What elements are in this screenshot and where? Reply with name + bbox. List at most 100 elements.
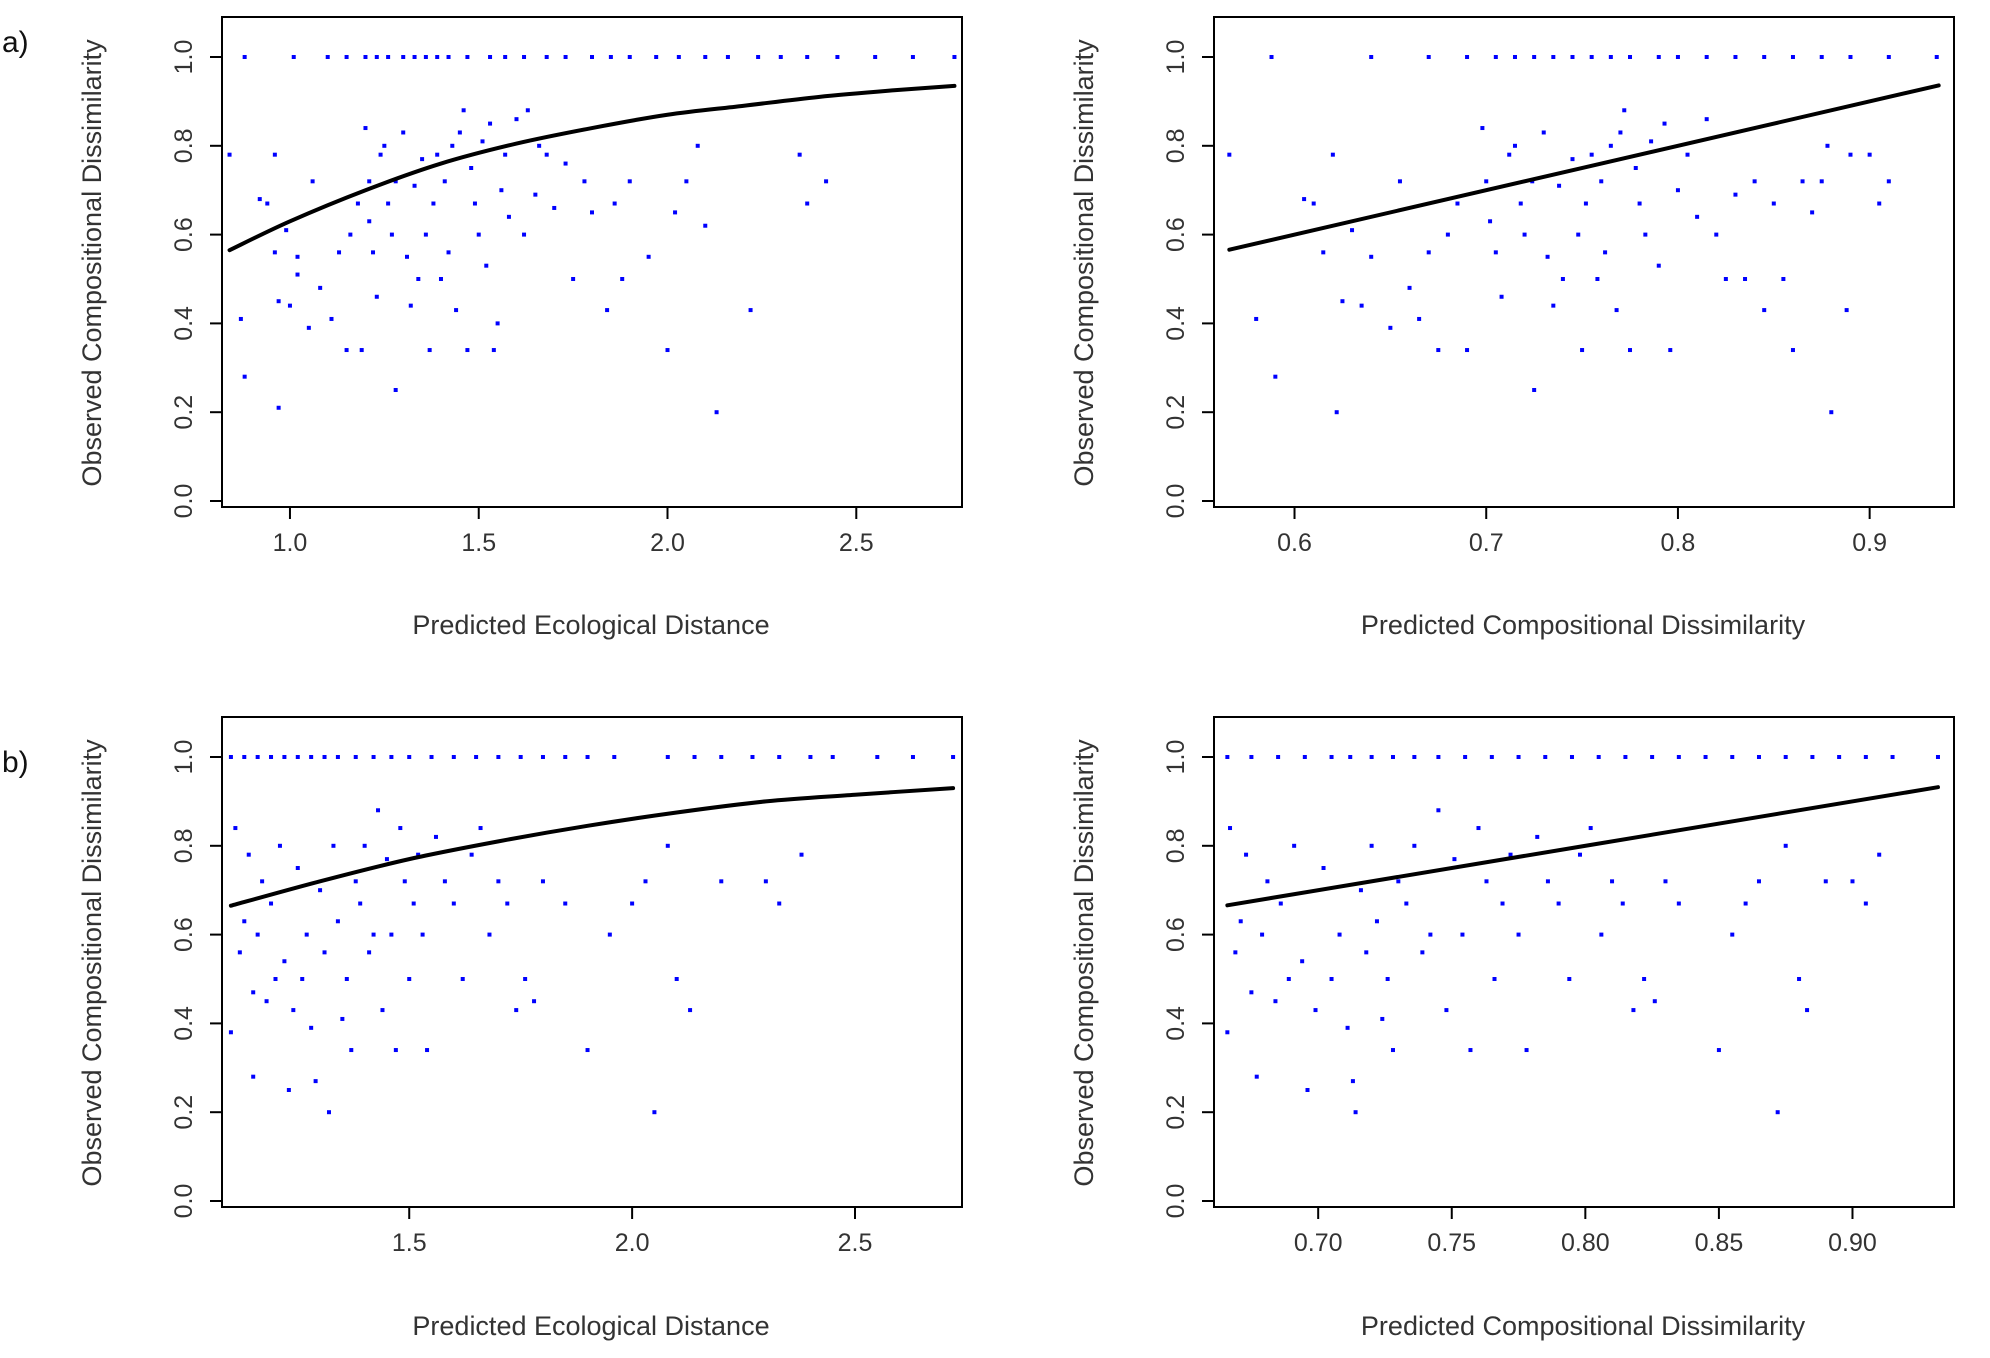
data-point	[703, 223, 708, 228]
data-point	[1608, 143, 1613, 148]
data-point	[416, 277, 421, 281]
data-point	[420, 157, 425, 162]
data-point	[522, 232, 527, 237]
data-point	[643, 879, 648, 884]
data-point	[362, 843, 367, 848]
data-point	[496, 879, 501, 884]
data-point	[423, 232, 428, 237]
data-point	[1364, 950, 1369, 955]
x-axis-title: Predicted Compositional Dissimilarity	[1361, 1311, 1806, 1341]
data-point	[1569, 755, 1574, 759]
data-point	[1265, 879, 1270, 884]
y-tick-label: 0.2	[170, 395, 198, 430]
data-point	[1329, 755, 1334, 759]
data-point	[1397, 179, 1402, 184]
x-tick-label: 1.5	[461, 529, 496, 557]
data-point	[469, 166, 474, 170]
y-tick-label: 0.2	[170, 1095, 198, 1130]
data-point	[353, 879, 358, 884]
data-point	[756, 55, 761, 59]
data-point	[1716, 1048, 1721, 1053]
y-axis-title: Observed Compositional Dissimilarity	[1069, 739, 1099, 1187]
data-point	[605, 308, 610, 313]
data-point	[1369, 254, 1374, 259]
data-point	[1623, 755, 1628, 759]
data-point	[480, 139, 485, 144]
x-axis-title: Predicted Ecological Distance	[412, 610, 769, 640]
data-point	[1500, 901, 1505, 906]
data-point	[1733, 55, 1738, 59]
data-point	[282, 959, 287, 964]
data-point	[582, 179, 587, 184]
data-point	[233, 826, 238, 831]
data-point	[425, 1048, 430, 1053]
data-point	[1723, 277, 1728, 281]
x-tick-label: 0.70	[1294, 1229, 1343, 1257]
data-point	[1935, 755, 1940, 759]
data-point	[382, 143, 387, 148]
data-point	[1775, 1110, 1780, 1115]
data-point	[1676, 755, 1681, 759]
y-tick-label: 0.0	[1162, 1184, 1190, 1219]
data-point	[1934, 55, 1939, 59]
data-point	[371, 755, 376, 759]
data-point	[514, 117, 519, 122]
y-tick-label: 0.4	[1162, 1006, 1190, 1041]
y-tick-label: 0.2	[1162, 1095, 1190, 1130]
y-tick-label: 0.0	[1162, 484, 1190, 519]
data-point	[1228, 826, 1233, 831]
data-point	[460, 977, 465, 981]
data-point	[1628, 55, 1633, 59]
data-point	[1465, 348, 1470, 353]
data-point	[1756, 879, 1761, 884]
data-point	[1618, 130, 1623, 135]
fitted-curve	[1225, 785, 1940, 908]
data-point	[665, 755, 670, 759]
data-point	[1890, 755, 1895, 759]
data-point	[378, 152, 383, 157]
data-point	[1532, 388, 1537, 392]
y-tick-label: 0.6	[1162, 217, 1190, 252]
data-point	[514, 1008, 519, 1013]
data-point	[532, 999, 537, 1004]
data-point	[652, 1110, 657, 1115]
data-point	[412, 55, 417, 59]
y-tick-label: 0.8	[170, 128, 198, 163]
data-point	[329, 316, 334, 321]
data-point	[435, 55, 440, 59]
data-point	[242, 374, 247, 379]
data-point	[1484, 179, 1489, 184]
data-point	[318, 888, 323, 893]
data-point	[269, 901, 274, 906]
data-point	[612, 755, 617, 759]
data-point	[1350, 1079, 1355, 1084]
data-point	[695, 143, 700, 148]
data-point	[435, 152, 440, 157]
y-axis-title: Observed Compositional Dissimilarity	[77, 39, 107, 487]
y-tick-label: 0.6	[170, 917, 198, 952]
data-point	[1886, 179, 1891, 184]
data-point	[401, 130, 406, 135]
data-point	[1516, 755, 1521, 759]
data-point	[1675, 55, 1680, 59]
data-point	[272, 250, 277, 255]
y-axis-title: Observed Compositional Dissimilarity	[1069, 39, 1099, 487]
data-point	[1714, 232, 1719, 237]
data-point	[1781, 277, 1786, 281]
data-point	[1396, 879, 1401, 884]
data-point	[654, 55, 659, 59]
y-tick-label: 0.2	[1162, 395, 1190, 430]
x-tick-label: 0.90	[1828, 1229, 1877, 1257]
data-point	[1637, 201, 1642, 206]
data-point	[1628, 348, 1633, 353]
data-point	[1337, 932, 1342, 937]
data-point	[427, 348, 432, 353]
data-point	[1783, 843, 1788, 848]
data-point	[1730, 932, 1735, 937]
data-point	[1576, 232, 1581, 237]
data-point	[665, 348, 670, 353]
data-point	[228, 1030, 233, 1035]
x-tick-label: 1.0	[273, 529, 308, 557]
x-tick-label: 2.0	[650, 529, 685, 557]
data-point	[684, 179, 689, 184]
